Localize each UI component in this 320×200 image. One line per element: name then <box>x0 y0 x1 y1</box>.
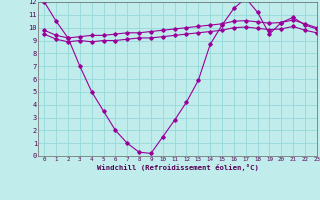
X-axis label: Windchill (Refroidissement éolien,°C): Windchill (Refroidissement éolien,°C) <box>97 164 259 171</box>
